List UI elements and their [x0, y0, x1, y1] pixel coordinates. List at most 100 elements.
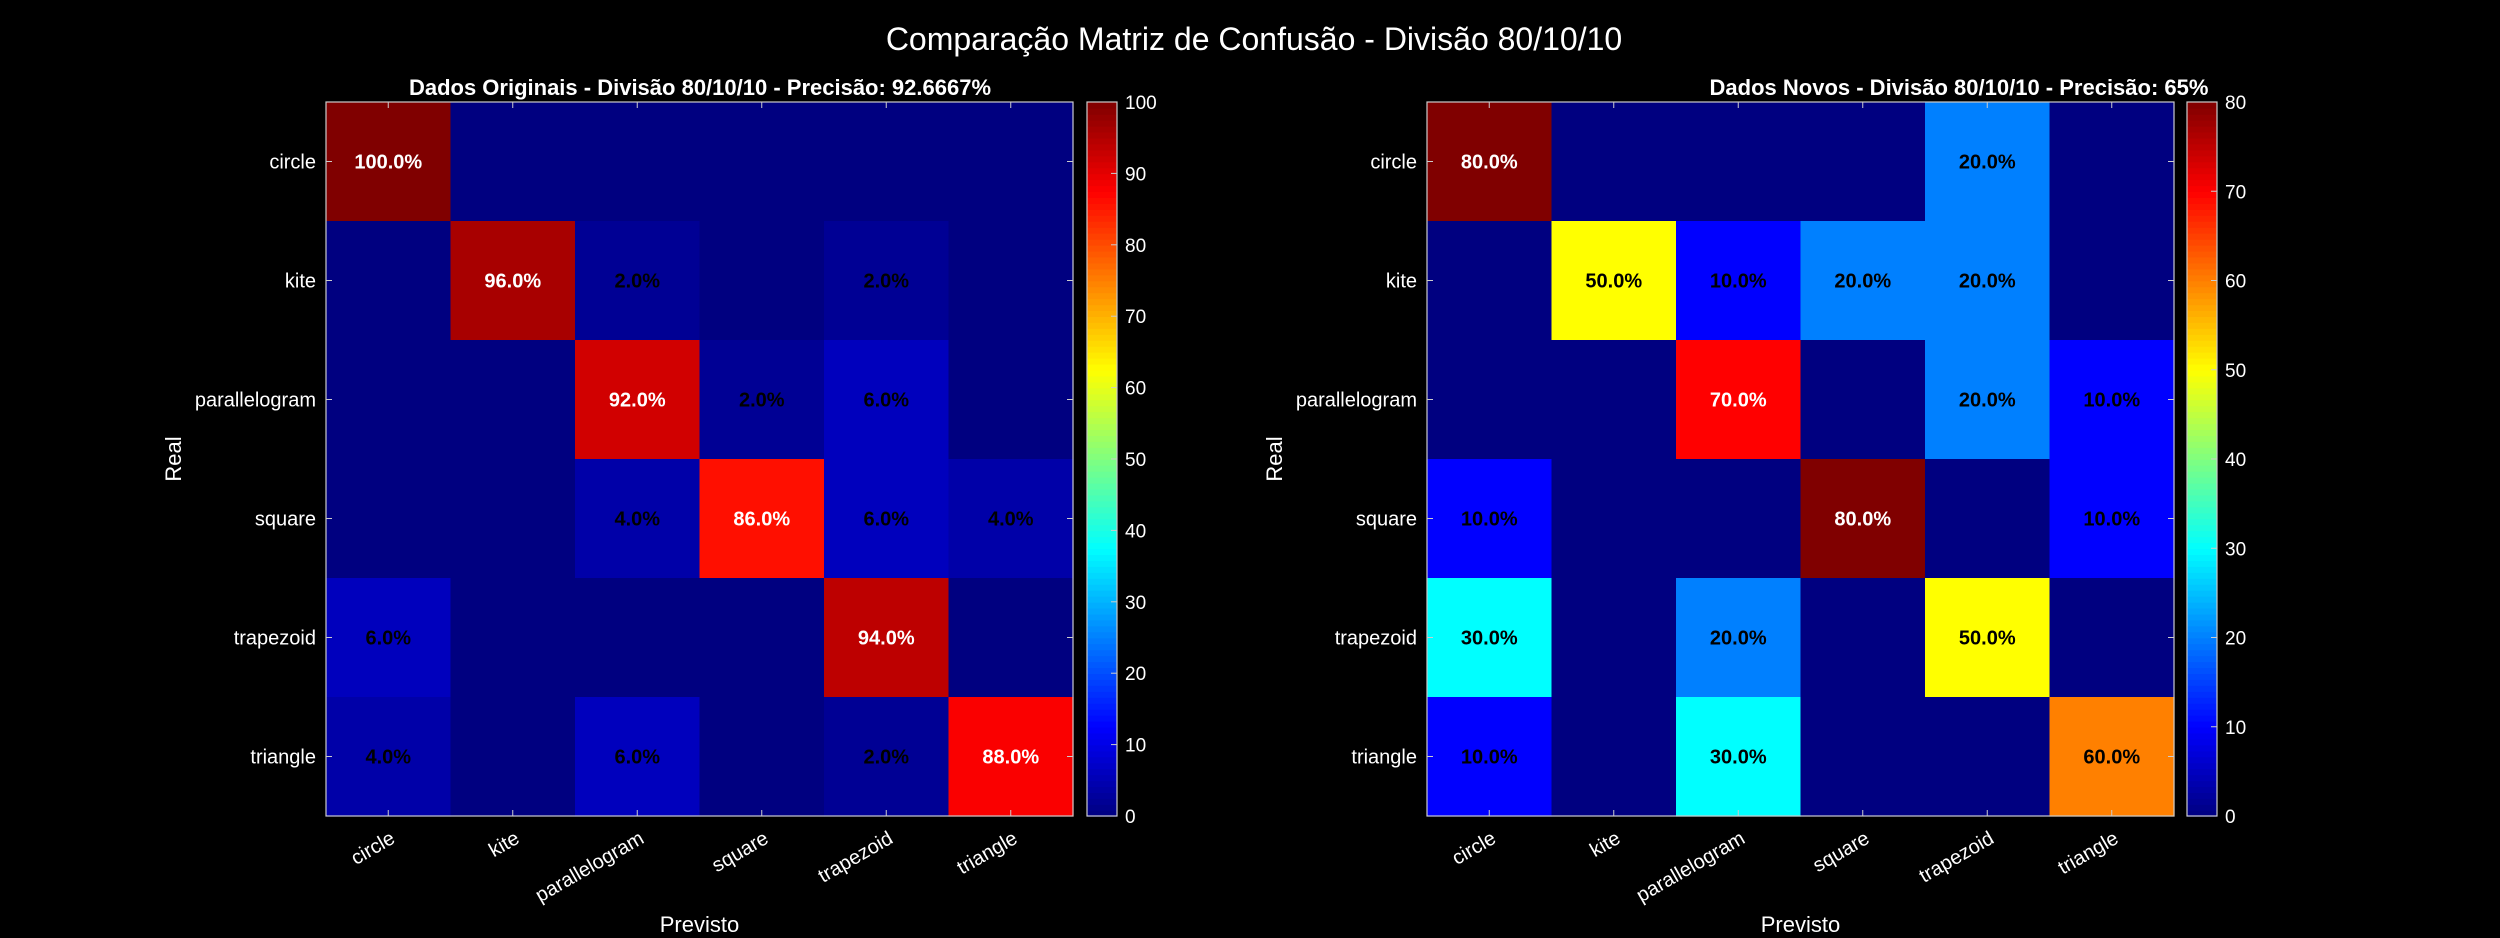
colorbar-segment: [2187, 673, 2217, 680]
confusion-matrix-2: Dados Novos - Divisão 80/10/10 - Precisã…: [1262, 75, 2246, 937]
colorbar-segment: [1087, 125, 1117, 133]
colorbar-segment: [2187, 399, 2217, 407]
colorbar-segment: [2187, 470, 2217, 478]
colorbar-segment: [1087, 804, 1117, 811]
heatmap-cell-triangle-parallelogram: [575, 697, 701, 817]
colorbar-segment: [2187, 613, 2217, 621]
colorbar-segment: [2187, 667, 2217, 674]
cell-label: 2.0%: [863, 747, 909, 769]
heatmap-cell-triangle-square: [699, 697, 825, 817]
colorbar-tick-label: 70: [2225, 182, 2246, 203]
colorbar-segment: [1087, 542, 1117, 550]
y-tick-label: kite: [285, 271, 316, 293]
colorbar-segment: [1087, 708, 1117, 716]
colorbar-segment: [1087, 685, 1117, 692]
colorbar-tick-label: 20: [2225, 629, 2246, 650]
cell-label: 4.0%: [988, 509, 1034, 531]
colorbar-segment: [2187, 578, 2217, 585]
heatmap-cell-kite-trapezoid: [824, 221, 950, 341]
heatmap-cell-trapezoid-kite: [1551, 578, 1677, 698]
colorbar-segment: [2187, 423, 2217, 431]
colorbar-segment: [1087, 798, 1117, 805]
colorbar-segment: [1087, 560, 1117, 567]
heatmap-cell-circle-parallelogram: [1676, 102, 1802, 222]
colorbar-segment: [1087, 107, 1117, 115]
colorbar-segment: [1087, 780, 1117, 788]
colorbar-segment: [1087, 661, 1117, 669]
cell-label: 30.0%: [1461, 628, 1518, 650]
colorbar-segment: [1087, 691, 1117, 698]
colorbar-segment: [1087, 256, 1117, 264]
colorbar-segment: [1087, 589, 1117, 597]
cell-label: 80.0%: [1834, 509, 1891, 531]
colorbar-segment: [2187, 441, 2217, 448]
colorbar-segment: [1087, 102, 1117, 109]
cell-label: 6.0%: [863, 390, 909, 412]
colorbar-segment: [2187, 631, 2217, 639]
heatmap-cell-circle-kite: [450, 102, 576, 222]
y-tick-label: square: [255, 509, 316, 531]
heatmap-cell-trapezoid-parallelogram: [575, 578, 701, 698]
cell-label: 70.0%: [1710, 390, 1767, 412]
colorbar-segment: [1087, 488, 1117, 496]
colorbar-segment: [2187, 774, 2217, 782]
colorbar-tick-label: 10: [1125, 736, 1146, 757]
colorbar-segment: [2187, 750, 2217, 758]
heatmap-cell-triangle-trapezoid: [824, 697, 950, 817]
colorbar-segment: [2187, 173, 2217, 181]
colorbar-tick-label: 40: [2225, 450, 2246, 471]
heatmap-cell-square-trapezoid: [824, 459, 950, 579]
colorbar-segment: [1087, 482, 1117, 490]
heatmap-cell-circle-square: [699, 102, 825, 222]
heatmap-cell-kite-triangle: [948, 221, 1074, 341]
cell-label: 10.0%: [1461, 509, 1518, 531]
colorbar-segment: [1087, 506, 1117, 514]
colorbar-segment: [1087, 209, 1117, 216]
colorbar-segment: [1087, 221, 1117, 228]
colorbar-segment: [2187, 411, 2217, 419]
colorbar-segment: [1087, 500, 1117, 508]
colorbar-segment: [2187, 798, 2217, 805]
colorbar-segment: [2187, 215, 2217, 222]
heatmap-cell-triangle-trapezoid: [1925, 697, 2051, 817]
heatmap-cell-circle-trapezoid: [1925, 102, 2051, 222]
colorbar-segment: [1087, 244, 1117, 252]
colorbar-segment: [2187, 131, 2217, 139]
colorbar-segment: [2187, 566, 2217, 573]
colorbar-segment: [2187, 381, 2217, 389]
heatmap-cell-parallelogram-trapezoid: [1925, 340, 2051, 460]
cell-label: 86.0%: [733, 509, 790, 531]
cell-label: 20.0%: [1834, 271, 1891, 293]
heatmap-cell-parallelogram-square: [699, 340, 825, 460]
colorbar-tick-label: 30: [1125, 593, 1146, 614]
cell-label: 10.0%: [2083, 509, 2140, 531]
colorbar-segment: [1087, 512, 1117, 520]
colorbar-segment: [1087, 536, 1117, 544]
y-tick-label: circle: [269, 152, 316, 174]
colorbar-segment: [1087, 161, 1117, 169]
colorbar-segment: [1087, 470, 1117, 478]
colorbar-segment: [2187, 482, 2217, 490]
colorbar-segment: [1087, 322, 1117, 329]
colorbar-segment: [1087, 274, 1117, 282]
colorbar-segment: [1087, 673, 1117, 680]
colorbar-segment: [2187, 691, 2217, 698]
colorbar-segment: [2187, 453, 2217, 460]
heatmap-cell-trapezoid-triangle: [948, 578, 1074, 698]
colorbar-segment: [1087, 679, 1117, 686]
heatmap-cell-square-parallelogram: [575, 459, 701, 579]
heatmap-cell-circle-triangle: [948, 102, 1074, 222]
colorbar-segment: [1087, 215, 1117, 222]
colorbar-segment: [1087, 649, 1117, 657]
colorbar-segment: [1087, 143, 1117, 151]
colorbar-segment: [1087, 203, 1117, 210]
colorbar-segment: [2187, 607, 2217, 615]
colorbar-segment: [1087, 435, 1117, 442]
colorbar-segment: [2187, 732, 2217, 740]
colorbar-segment: [1087, 173, 1117, 181]
colorbar-segment: [1087, 423, 1117, 431]
colorbar-segment: [1087, 625, 1117, 633]
colorbar-segment: [1087, 232, 1117, 240]
colorbar-segment: [2187, 328, 2217, 335]
colorbar-segment: [2187, 726, 2217, 734]
